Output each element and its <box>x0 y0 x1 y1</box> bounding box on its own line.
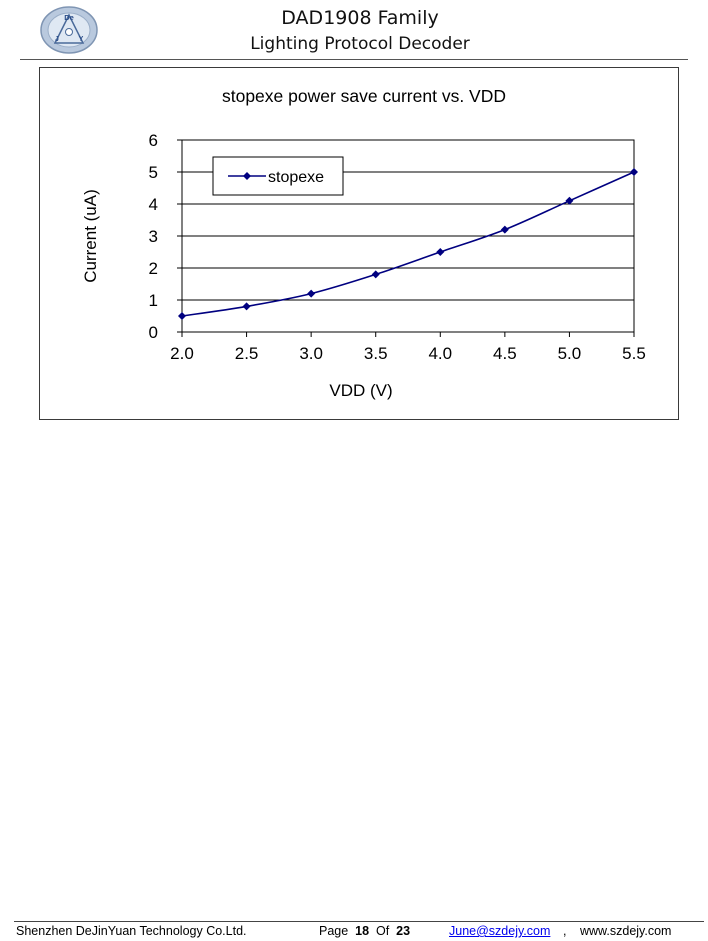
page-number: 18 <box>355 924 370 938</box>
y-tick-label: 0 <box>149 323 158 342</box>
footer-company: Shenzhen DeJinYuan Technology Co.Ltd. <box>16 924 247 938</box>
data-point <box>500 225 509 234</box>
company-logo: De J Y <box>40 6 98 54</box>
email-text[interactable]: June@szdejy.com <box>449 924 551 938</box>
chart-title: stopexe power save current vs. VDD <box>222 86 506 106</box>
legend-label: stopexe <box>268 169 324 186</box>
legend-diamond-marker <box>243 172 251 180</box>
email-comma: , <box>563 924 567 938</box>
chart-svg: stopexe power save current vs. VDD 0 1 2 3 4… <box>81 86 646 400</box>
data-point <box>565 196 574 205</box>
data-point <box>178 312 186 320</box>
chart-frame: stopexe power save current vs. VDD 0 1 2 3 4… <box>39 67 679 420</box>
document-subtitle: Lighting Protocol Decoder <box>250 34 470 54</box>
x-axis-ticks: 2.0 2.5 3.0 3.5 4.0 4.5 5.0 5.5 <box>170 332 646 363</box>
footer-email-link[interactable]: June@szdejy.com <box>449 924 550 938</box>
data-point <box>242 302 251 311</box>
footer-page-indicator: Page 18 Of 23 <box>319 924 410 938</box>
data-point <box>630 168 638 176</box>
x-tick-label: 4.5 <box>493 344 517 363</box>
y-tick-label: 6 <box>149 131 158 150</box>
x-tick-label: 2.5 <box>235 344 259 363</box>
x-tick-label: 2.0 <box>170 344 194 363</box>
y-tick-label: 4 <box>149 195 158 214</box>
x-tick-label: 3.5 <box>364 344 388 363</box>
x-tick-label: 5.5 <box>622 344 646 363</box>
y-tick-label: 5 <box>149 163 158 182</box>
series-line-stopexe <box>181 171 635 317</box>
y-tick-label: 1 <box>149 291 158 310</box>
data-point <box>371 270 380 279</box>
x-tick-label: 4.0 <box>428 344 452 363</box>
y-axis-ticks: 0 1 2 3 4 5 6 <box>149 131 182 342</box>
header-divider <box>20 59 688 60</box>
logo-letter-j: J <box>55 36 59 43</box>
x-tick-label: 3.0 <box>299 344 323 363</box>
footer-divider <box>14 921 704 922</box>
page-header: De J Y DAD1908 Family Lighting Protocol … <box>0 0 708 62</box>
x-tick-label: 5.0 <box>558 344 582 363</box>
page-footer: Shenzhen DeJinYuan Technology Co.Ltd. Pa… <box>0 924 708 940</box>
x-axis-label: VDD (V) <box>329 381 392 400</box>
y-tick-label: 3 <box>149 227 158 246</box>
document-title: DAD1908 Family <box>281 7 439 29</box>
footer-website: www.szdejy.com <box>580 924 672 938</box>
of-label: Of <box>376 924 390 938</box>
logo-letters-de: De <box>64 13 74 22</box>
series-layer <box>178 168 638 320</box>
page-total: 23 <box>396 924 411 938</box>
legend: stopexe <box>212 156 344 196</box>
page-label: Page <box>319 924 349 938</box>
logo-letter-y: Y <box>79 36 84 43</box>
data-point <box>307 289 316 298</box>
y-tick-label: 2 <box>149 259 158 278</box>
y-axis-label: Current (uA) <box>81 189 100 283</box>
data-point <box>436 248 445 256</box>
